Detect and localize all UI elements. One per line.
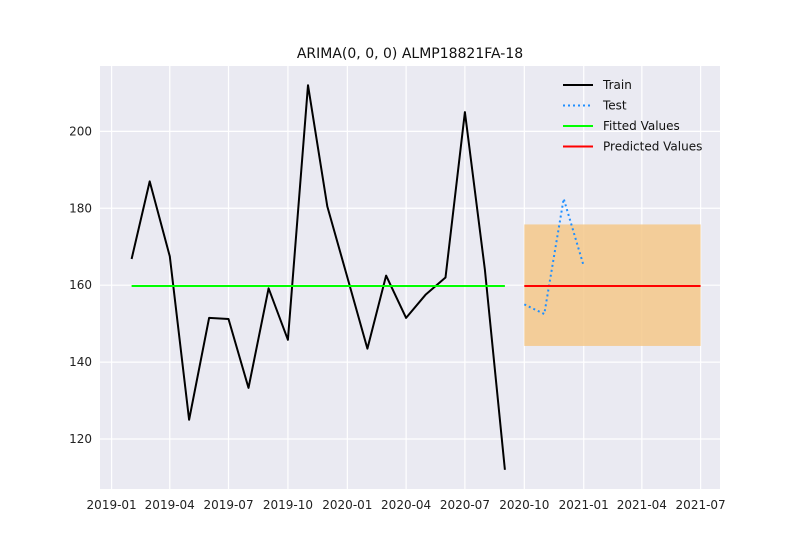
x-tick-label: 2019-04: [145, 498, 195, 512]
x-tick-label: 2019-07: [203, 498, 253, 512]
x-axis-ticks: 2019-01 2019-04 2019-07 2019-10 2020-01 2020-…: [87, 498, 726, 512]
x-tick-label: 2020-01: [322, 498, 372, 512]
y-tick-label: 140: [69, 355, 92, 369]
y-tick-label: 180: [69, 201, 92, 215]
x-tick-label: 2020-10: [499, 498, 549, 512]
series-lines: [130, 84, 701, 470]
legend-label-predicted-values: Predicted Values: [603, 140, 702, 154]
legend-label-test: Test: [602, 99, 627, 113]
x-tick-label: 2020-07: [440, 498, 490, 512]
legend-label-fitted-values: Fitted Values: [603, 119, 680, 133]
x-tick-label: 2020-04: [381, 498, 431, 512]
chart-title: ARIMA(0, 0, 0) ALMP18821FA-18: [297, 46, 523, 62]
x-tick-label: 2021-07: [676, 498, 726, 512]
x-tick-label: 2019-01: [87, 498, 137, 512]
x-tick-label: 2021-04: [617, 498, 667, 512]
x-tick-label: 2019-10: [263, 498, 313, 512]
y-axis-ticks: 120 140 160 180 200: [69, 124, 92, 446]
legend: Train Test Fitted Values Predicted Values: [563, 78, 702, 154]
y-tick-label: 120: [69, 432, 92, 446]
y-tick-label: 200: [69, 124, 92, 138]
legend-label-train: Train: [602, 78, 632, 92]
x-tick-label: 2021-01: [559, 498, 609, 512]
series-line-test: [523, 197, 585, 315]
series-line-train: [130, 84, 506, 470]
y-tick-label: 160: [69, 278, 92, 292]
